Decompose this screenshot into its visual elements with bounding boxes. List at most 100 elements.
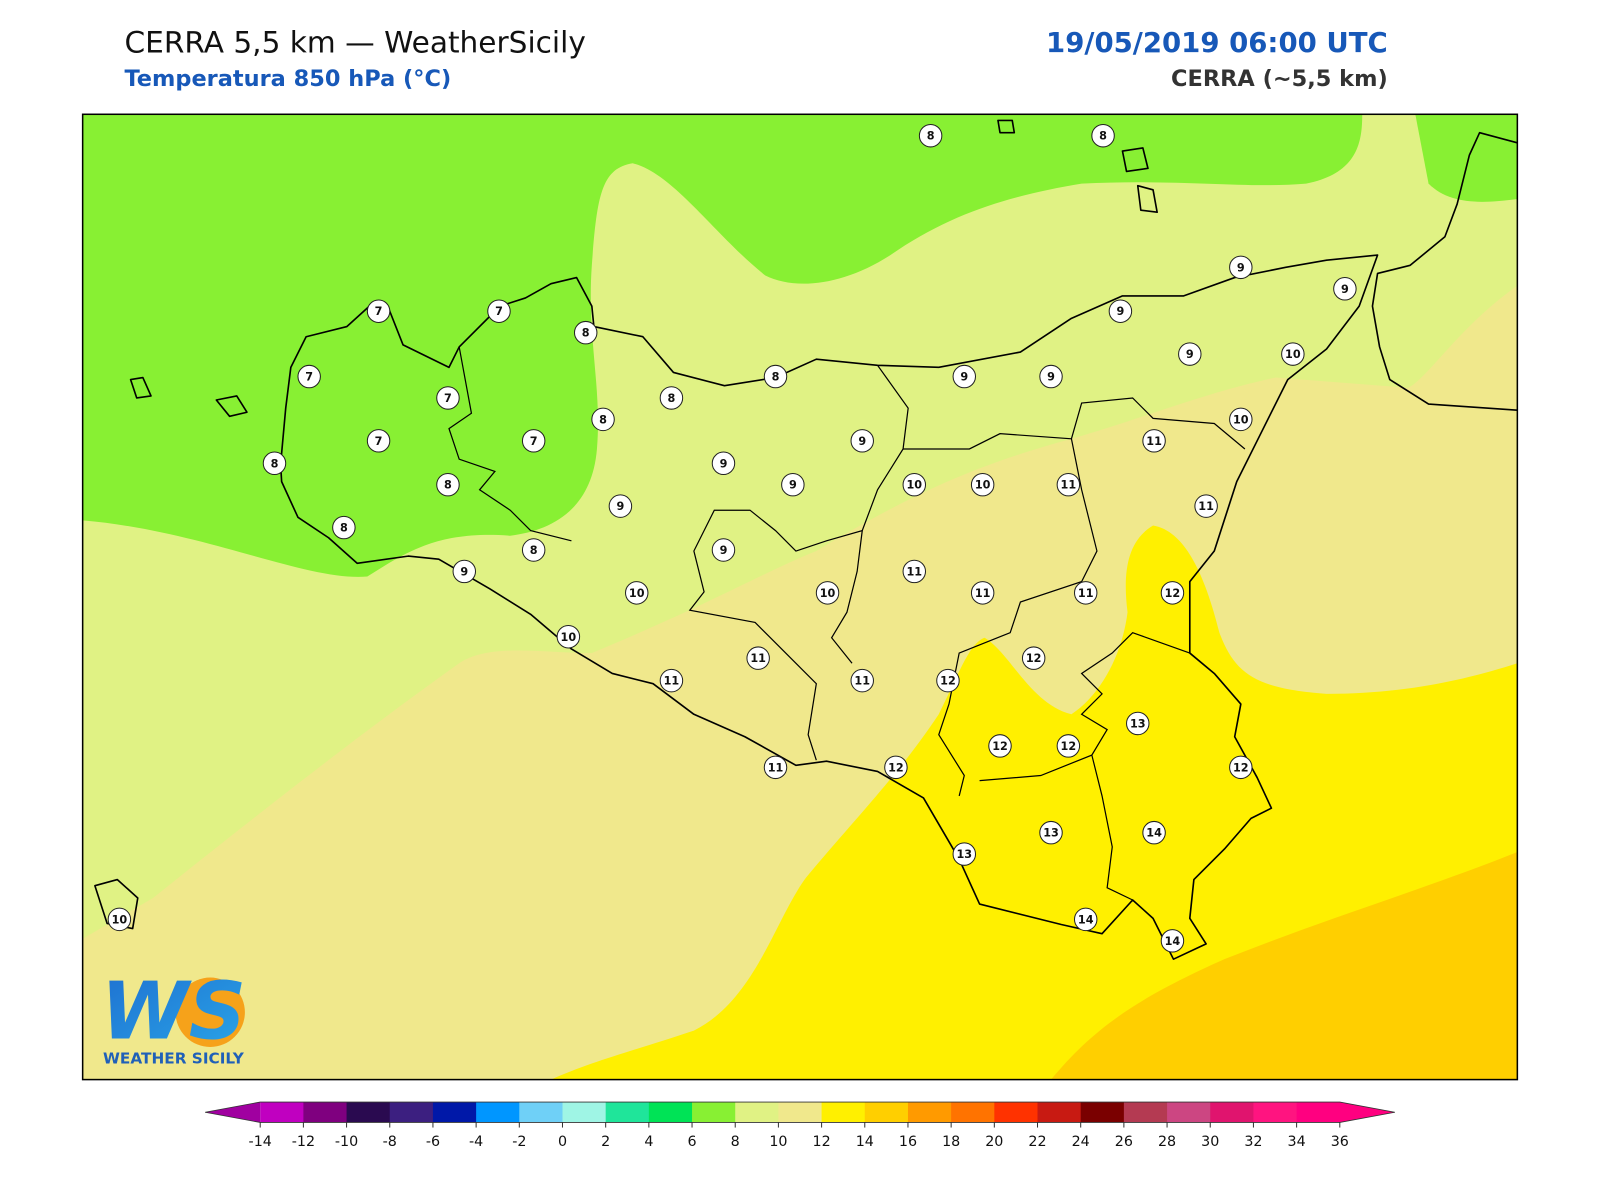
station-marker xyxy=(815,581,840,605)
station-value: 9 xyxy=(858,435,866,448)
station-value: 11 xyxy=(664,675,680,688)
station-marker xyxy=(1281,342,1305,366)
calabria-coast xyxy=(1371,131,1518,412)
station: 10 xyxy=(970,472,995,497)
station-marker xyxy=(297,364,321,389)
station-marker xyxy=(1039,820,1063,845)
station: 9 xyxy=(1178,342,1202,366)
station-marker xyxy=(781,472,805,497)
station-marker xyxy=(970,581,995,605)
colorbar-tick-label: 14 xyxy=(856,1134,874,1150)
border xyxy=(979,631,1191,782)
station-marker xyxy=(1108,299,1133,323)
station-marker xyxy=(1160,929,1185,953)
station: 9 xyxy=(1333,277,1357,301)
colorbar-segment xyxy=(951,1102,995,1123)
station: 9 xyxy=(850,429,874,453)
subtitle: Temperatura 850 hPa (°C) xyxy=(124,66,451,92)
station: 12 xyxy=(1021,646,1046,670)
datetime: 19/05/2019 06:00 UTC xyxy=(1046,27,1388,59)
station-value: 9 xyxy=(1186,348,1194,361)
colorbar-segment xyxy=(648,1102,693,1123)
station-value: 7 xyxy=(375,435,383,448)
colorbar-segment xyxy=(692,1102,736,1123)
station-value: 12 xyxy=(1165,587,1181,600)
station: 10 xyxy=(556,625,581,649)
colorbar-segment xyxy=(1253,1102,1298,1123)
station-value: 11 xyxy=(1198,500,1214,513)
station: 12 xyxy=(1229,755,1253,780)
station-value: 9 xyxy=(720,457,728,470)
station-value: 11 xyxy=(768,761,784,774)
island xyxy=(997,119,1016,134)
station-value: 12 xyxy=(940,675,956,688)
station: 11 xyxy=(659,668,684,693)
station: 8 xyxy=(521,538,546,562)
station-marker xyxy=(988,734,1012,758)
station-value: 7 xyxy=(444,392,452,405)
colorbar-segment xyxy=(346,1102,391,1123)
station-value: 10 xyxy=(561,631,577,644)
station: 11 xyxy=(1056,472,1081,497)
station-value: 14 xyxy=(1165,935,1181,948)
station: 8 xyxy=(763,364,788,389)
border xyxy=(448,346,572,542)
station: 10 xyxy=(815,581,840,605)
colorbar-segment xyxy=(1037,1102,1082,1123)
station-value: 10 xyxy=(906,479,922,492)
station-marker xyxy=(591,407,615,432)
coastlines xyxy=(94,119,1518,961)
station-marker xyxy=(952,842,977,866)
station: 13 xyxy=(1039,820,1063,845)
station-marker xyxy=(1142,820,1166,845)
station-marker xyxy=(1056,734,1081,758)
colorbar-tick-label: 26 xyxy=(1115,1134,1133,1150)
station-marker xyxy=(763,364,788,389)
station-marker xyxy=(436,386,460,410)
station: 7 xyxy=(366,429,391,453)
station-value: 9 xyxy=(1341,283,1349,296)
station-marker xyxy=(884,755,908,780)
colorbar-segment xyxy=(1080,1102,1125,1123)
station-marker xyxy=(659,386,684,410)
station: 10 xyxy=(902,472,927,497)
station-marker xyxy=(952,364,977,389)
station: 11 xyxy=(1142,429,1166,453)
station-marker xyxy=(918,123,943,148)
colorbar-segment xyxy=(735,1102,779,1123)
logo-name: WEATHER SICILY xyxy=(103,1050,245,1068)
logo-initials: WS xyxy=(101,964,246,1057)
colorbar-segment xyxy=(864,1102,909,1123)
station-value: 8 xyxy=(582,327,590,340)
station-value: 8 xyxy=(668,392,676,405)
station: 9 xyxy=(1039,364,1063,389)
station-value: 12 xyxy=(888,761,904,774)
station: 11 xyxy=(763,755,788,780)
station-marker xyxy=(1142,429,1166,453)
station-marker xyxy=(1039,364,1063,389)
station-marker xyxy=(711,538,736,562)
colorbar-segment xyxy=(1296,1102,1341,1123)
colorbar-segment xyxy=(1210,1102,1254,1123)
logo-sun xyxy=(175,977,245,1047)
sicily-coast xyxy=(279,254,1379,961)
colorbar-tick-label: 32 xyxy=(1244,1134,1262,1150)
border xyxy=(1091,754,1133,901)
colorbar-tick-label: 2 xyxy=(601,1134,610,1150)
colorbar-tick-label: 4 xyxy=(644,1134,653,1150)
station-value: 14 xyxy=(1146,827,1162,840)
station: 11 xyxy=(1194,494,1218,518)
station: 11 xyxy=(970,581,995,605)
station: 12 xyxy=(936,668,960,693)
station: 10 xyxy=(1229,407,1253,432)
station-value: 11 xyxy=(854,675,870,688)
station: 9 xyxy=(608,494,633,518)
station: 14 xyxy=(1073,907,1098,932)
station: 9 xyxy=(711,538,736,562)
station: 11 xyxy=(746,646,770,670)
station-marker xyxy=(332,515,356,540)
station-marker xyxy=(1126,711,1150,736)
station: 12 xyxy=(884,755,908,780)
